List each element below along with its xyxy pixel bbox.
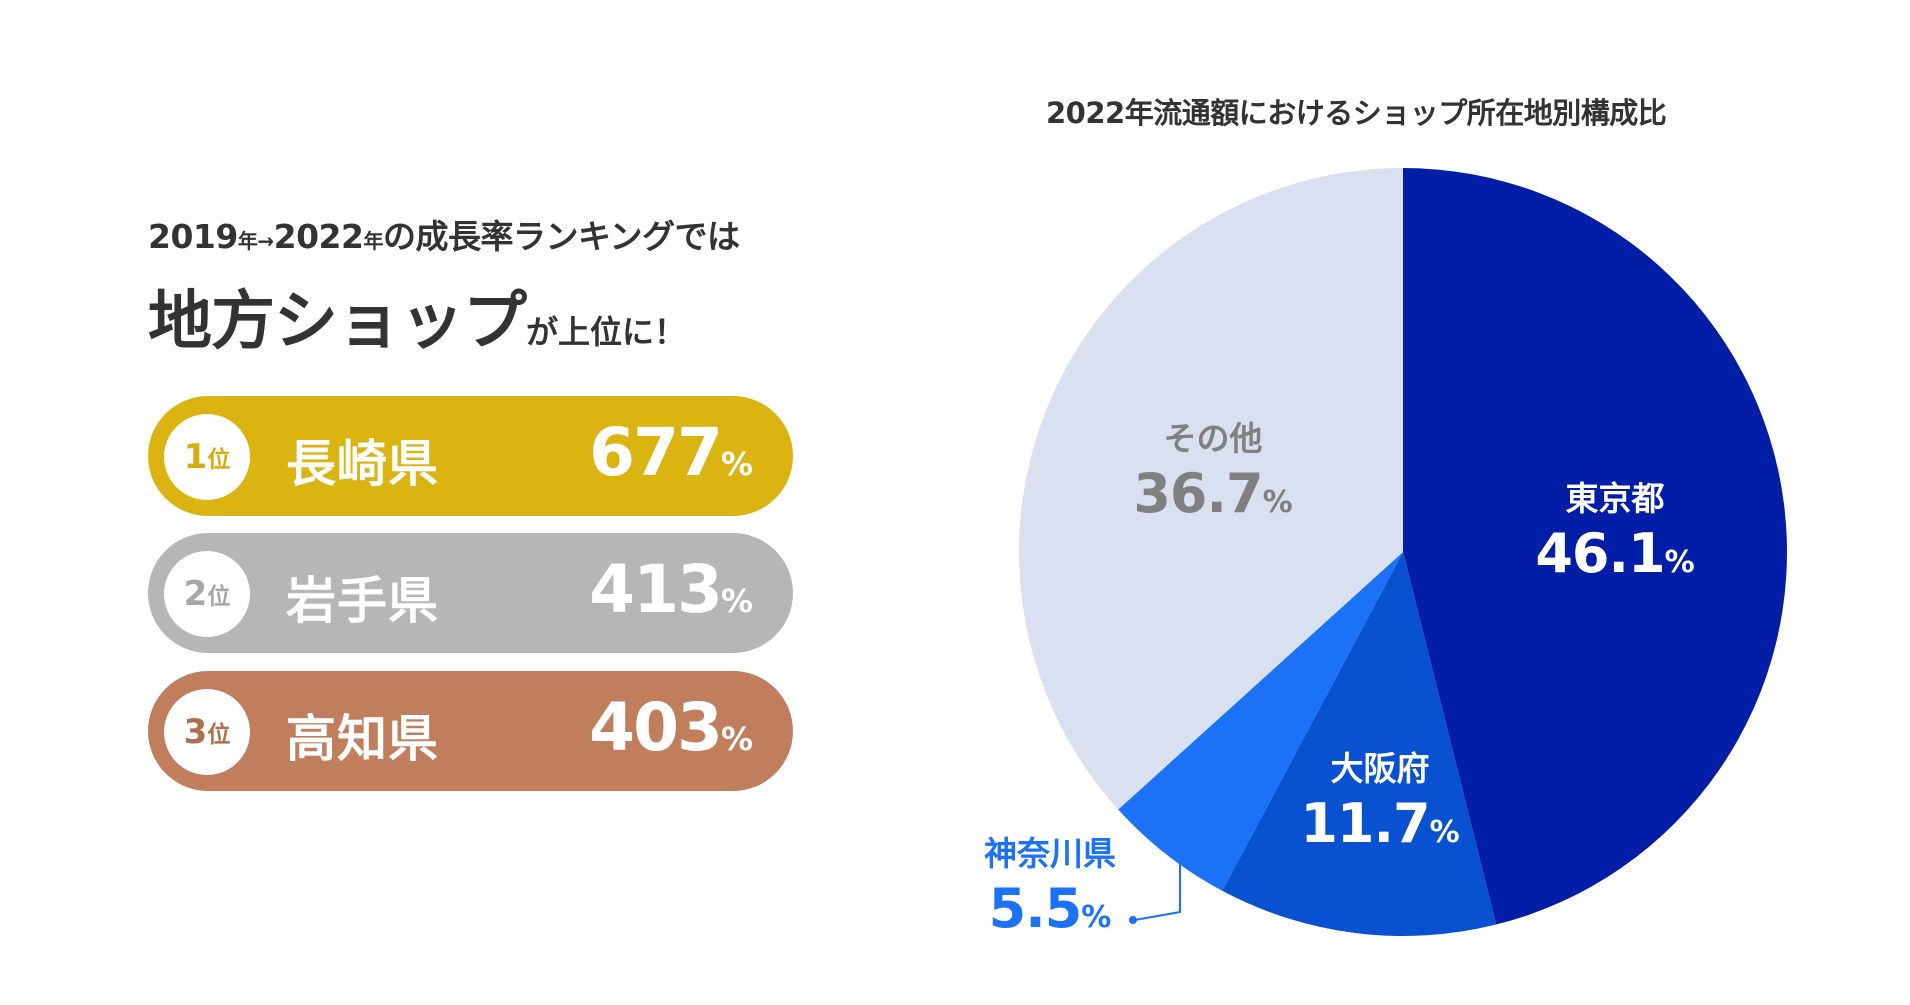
- rank-prefecture: 岩手県: [286, 572, 439, 630]
- rank-number: 3: [183, 712, 208, 752]
- headline-main: 地方ショップ: [148, 285, 527, 359]
- rank-number: 2: [183, 574, 208, 614]
- rank-unit: 位: [207, 722, 231, 748]
- slice-value-1: 46.1%: [1535, 522, 1694, 585]
- subhead-rest: の成長率ランキングでは: [382, 217, 740, 256]
- slice-label-2: 大阪府: [1331, 749, 1430, 788]
- slice-label-4: その他: [1164, 419, 1263, 458]
- leader-dot: [1129, 916, 1137, 924]
- ranking-headline: 地方ショップが上位に！: [148, 270, 686, 362]
- subhead-year-end-unit: 年: [363, 229, 383, 253]
- rank-number: 1: [183, 437, 208, 477]
- leader-line: [1134, 848, 1181, 921]
- pie-slice-3: [1118, 552, 1403, 891]
- slice-value-3: 5.5%: [989, 877, 1112, 940]
- chart-title: 2022年流通額におけるショップ所在地別構成比: [1046, 96, 1667, 130]
- rank-prefecture: 長崎県: [286, 435, 439, 493]
- subhead-year-end: 2022: [273, 217, 364, 256]
- rank-growth-percent: %: [720, 582, 753, 620]
- rank-unit: 位: [207, 447, 231, 473]
- rank-growth-value: 403: [589, 689, 723, 766]
- rank-growth: 403%: [589, 689, 753, 766]
- ranking-subheading: 2019年→2022年の成長率ランキングでは: [148, 210, 740, 258]
- rank-unit: 位: [207, 584, 231, 610]
- headline-tail: が上位に！: [526, 313, 687, 351]
- subhead-year-start: 2019: [148, 217, 238, 256]
- rank-growth-percent: %: [720, 445, 753, 483]
- subhead-arrow: →: [257, 229, 274, 253]
- rank-growth: 413%: [589, 551, 753, 628]
- pie-slice-2: [1222, 552, 1497, 937]
- pie-slice-4: [1018, 168, 1403, 810]
- rank-prefecture: 高知県: [286, 710, 439, 768]
- rank-growth-percent: %: [720, 720, 753, 758]
- subhead-year-start-unit: 年: [237, 229, 258, 253]
- slice-label-3: 神奈川県: [984, 834, 1116, 873]
- slice-label-1: 東京都: [1566, 479, 1665, 518]
- rank-growth-value: 413: [589, 551, 723, 628]
- slice-value-4: 36.7%: [1133, 462, 1292, 525]
- rank-growth: 677%: [589, 414, 753, 491]
- slice-value-2: 11.7%: [1300, 792, 1459, 855]
- pie-slice-1: [1403, 168, 1787, 925]
- rank-growth-value: 677: [589, 414, 723, 491]
